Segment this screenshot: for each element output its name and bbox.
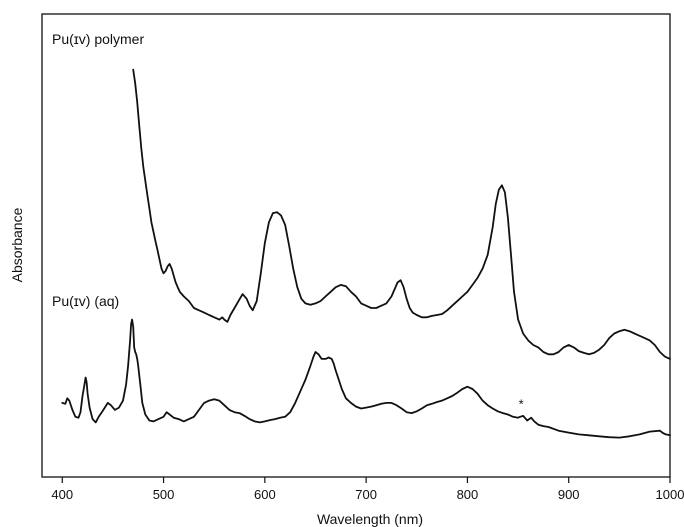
x-tick-label: 500 xyxy=(153,487,175,502)
series-label-1: Pu(ɪᴠ) (aq) xyxy=(52,293,119,309)
x-axis-label: Wavelength (nm) xyxy=(317,511,423,527)
series-line-0 xyxy=(132,68,671,360)
series-labels: Pu(ɪᴠ) polymer Pu(ɪᴠ) (aq) * xyxy=(52,31,524,412)
x-axis-ticks: 400 500 600 700 800 900 1000 xyxy=(51,477,684,502)
annotation-asterisk: * xyxy=(519,397,524,412)
y-axis-label: Absorbance xyxy=(9,207,25,282)
plot-frame xyxy=(41,13,671,478)
x-tick-label: 600 xyxy=(254,487,276,502)
x-tick-label: 800 xyxy=(457,487,479,502)
x-tick-label: 400 xyxy=(51,487,73,502)
x-tick-label: 700 xyxy=(355,487,377,502)
series-line-1 xyxy=(61,318,671,439)
series-layer xyxy=(61,68,671,439)
series-label-0: Pu(ɪᴠ) polymer xyxy=(52,31,144,47)
x-tick-label: 1000 xyxy=(656,487,684,502)
x-tick-label: 900 xyxy=(558,487,580,502)
